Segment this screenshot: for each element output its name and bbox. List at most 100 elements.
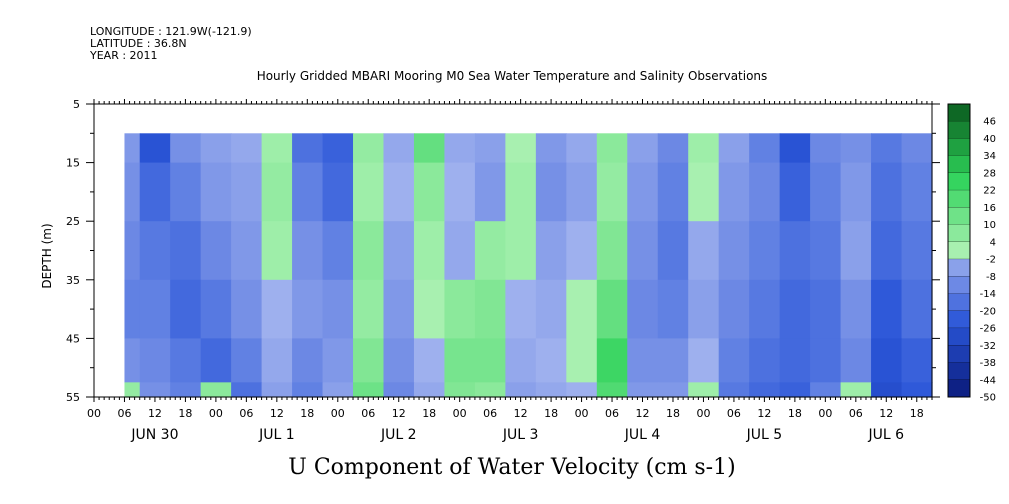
x-tick-label: 18 bbox=[666, 407, 680, 420]
colorbar-swatch bbox=[948, 155, 970, 174]
heatmap-cell bbox=[170, 279, 202, 339]
heatmap-cell bbox=[657, 338, 689, 383]
heatmap-cell bbox=[292, 338, 324, 383]
colorbar-swatch bbox=[948, 276, 970, 295]
heatmap-cell bbox=[718, 382, 750, 398]
heatmap-cell bbox=[627, 382, 659, 398]
colorbar-label: 28 bbox=[983, 168, 996, 179]
x-tick-label: 12 bbox=[879, 407, 893, 420]
heatmap-cell bbox=[322, 133, 354, 164]
colorbar-swatch bbox=[948, 293, 970, 312]
heatmap-cell bbox=[231, 221, 263, 281]
heatmap-cell bbox=[596, 382, 628, 398]
heatmap-cell bbox=[566, 279, 598, 339]
heatmap-cell bbox=[322, 221, 354, 281]
x-tick-label: 06 bbox=[483, 407, 497, 420]
heatmap-cell bbox=[749, 279, 781, 339]
heatmap-cell bbox=[535, 279, 567, 339]
heatmap-cell bbox=[901, 221, 933, 281]
x-day-label: JUL 5 bbox=[746, 427, 783, 443]
heatmap-cell bbox=[840, 133, 872, 164]
heatmap-cell bbox=[505, 338, 537, 383]
heatmap-cell bbox=[322, 338, 354, 383]
colorbar-swatch bbox=[948, 207, 970, 226]
heatmap-cell bbox=[627, 221, 659, 281]
heatmap-cell bbox=[871, 133, 903, 164]
heatmap-cell bbox=[657, 279, 689, 339]
heatmap-cell bbox=[535, 133, 567, 164]
heatmap-cell bbox=[139, 162, 171, 222]
heatmap-cell bbox=[718, 338, 750, 383]
heatmap-cell bbox=[353, 221, 385, 281]
heatmap-cell bbox=[170, 382, 202, 398]
colorbar-swatch bbox=[948, 379, 970, 398]
colorbar-label: -26 bbox=[980, 324, 996, 335]
x-tick-label: 06 bbox=[727, 407, 741, 420]
heatmap-cell bbox=[383, 133, 415, 164]
heatmap-cell bbox=[383, 338, 415, 383]
heatmap-cell bbox=[200, 133, 232, 164]
x-tick-label: 12 bbox=[270, 407, 284, 420]
colorbar-swatch bbox=[948, 241, 970, 260]
colorbar: 46 40 34 28 22 16 10 4 -2 -8 -14 -20 -26 -32 -38 -44 -50 bbox=[947, 103, 996, 404]
heatmap-cell bbox=[261, 279, 293, 339]
year-label: YEAR : 2011 bbox=[89, 49, 158, 62]
heatmap-cell bbox=[566, 382, 598, 398]
x-tick-label: 00 bbox=[331, 407, 345, 420]
x-tick-label: 06 bbox=[849, 407, 863, 420]
heatmap-cell bbox=[139, 133, 171, 164]
y-tick-label: 25 bbox=[66, 215, 80, 228]
colorbar-swatch bbox=[948, 172, 970, 191]
heatmap-cell bbox=[596, 133, 628, 164]
colorbar-swatch bbox=[948, 224, 970, 243]
heatmap-cell bbox=[810, 133, 842, 164]
heatmap-cell bbox=[139, 382, 171, 398]
heatmap-cell bbox=[505, 133, 537, 164]
heatmap-cell bbox=[657, 133, 689, 164]
heatmap-cell bbox=[566, 221, 598, 281]
heatmap-cell bbox=[322, 382, 354, 398]
colorbar-label: 10 bbox=[983, 220, 996, 231]
heatmap-cell bbox=[749, 162, 781, 222]
heatmap-cell bbox=[718, 162, 750, 222]
x-tick-label: 18 bbox=[910, 407, 924, 420]
colorbar-label: 46 bbox=[983, 117, 996, 128]
heatmap-cell bbox=[749, 221, 781, 281]
colorbar-swatch bbox=[948, 121, 970, 139]
heatmap-cell bbox=[779, 382, 811, 398]
colorbar-label: 40 bbox=[983, 134, 996, 145]
y-tick-label: 55 bbox=[66, 391, 80, 404]
latitude-label: LATITUDE : 36.8N bbox=[90, 37, 187, 50]
heatmap-cell bbox=[901, 162, 933, 222]
heatmap-cell bbox=[627, 133, 659, 164]
heatmap-cell bbox=[657, 382, 689, 398]
heatmap-cell bbox=[474, 338, 506, 383]
heatmap-cell bbox=[231, 279, 263, 339]
heatmap-cell bbox=[901, 279, 933, 339]
heatmap-cell bbox=[688, 279, 720, 339]
x-tick-label: 18 bbox=[178, 407, 192, 420]
heatmap-cell bbox=[840, 382, 872, 398]
heatmap-cell bbox=[535, 221, 567, 281]
heatmap-cell bbox=[170, 162, 202, 222]
heatmap-cell bbox=[566, 338, 598, 383]
heatmap-cell bbox=[505, 221, 537, 281]
x-tick-label: 18 bbox=[788, 407, 802, 420]
heatmap-cell bbox=[413, 221, 446, 281]
heatmap-cell bbox=[871, 162, 903, 222]
heatmap-cell bbox=[871, 382, 903, 398]
heatmap-cell bbox=[596, 221, 628, 281]
heatmap-cell bbox=[413, 279, 446, 339]
colorbar-swatch bbox=[948, 138, 970, 157]
heatmap-cell bbox=[353, 133, 385, 164]
x-tick-label: 06 bbox=[239, 407, 253, 420]
colorbar-label: 22 bbox=[983, 186, 996, 197]
heatmap-cell bbox=[261, 221, 293, 281]
heatmap-cell bbox=[871, 221, 903, 281]
colorbar-swatch bbox=[948, 190, 970, 208]
heatmap-cell bbox=[566, 133, 598, 164]
heatmap-cell bbox=[353, 162, 385, 222]
colorbar-label: -50 bbox=[980, 393, 996, 404]
heatmap-cell bbox=[627, 279, 659, 339]
